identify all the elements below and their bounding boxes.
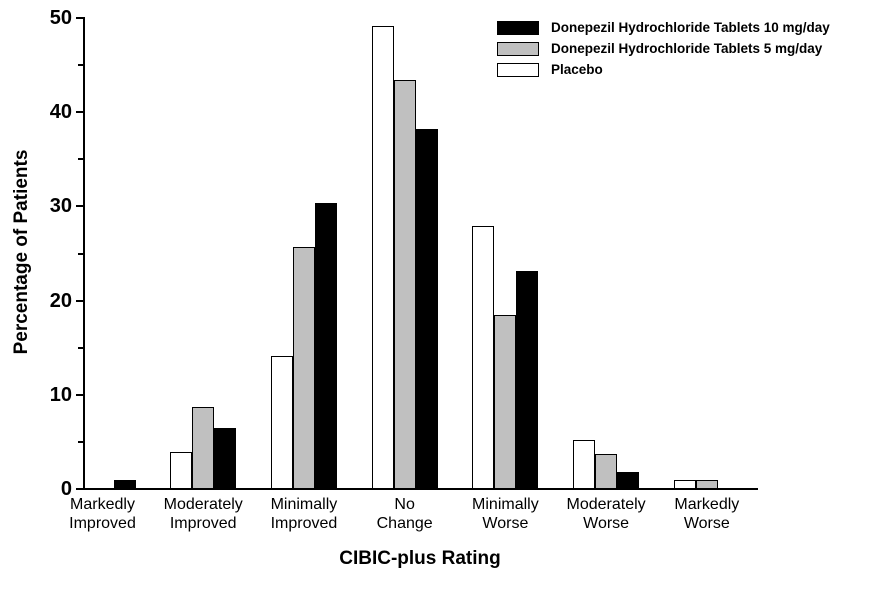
y-tick-label: 40 <box>49 101 72 123</box>
y-tick-label: 20 <box>49 290 72 312</box>
y-tick-label: 10 <box>49 384 72 406</box>
x-category-label: Markedly Worse <box>674 496 740 532</box>
y-minor-tick <box>78 441 83 443</box>
x-category-label: Moderately Improved <box>163 496 243 532</box>
bar-donepezil-5mg <box>393 80 416 490</box>
x-axis-title: CIBIC-plus Rating <box>339 548 501 569</box>
y-major-tick <box>76 300 83 302</box>
y-major-tick <box>76 205 83 207</box>
y-minor-tick <box>78 347 83 349</box>
bar-placebo <box>270 356 293 490</box>
legend-label: Donepezil Hydrochloride Tablets 5 mg/day <box>551 41 823 56</box>
bar-donepezil-10mg <box>415 129 438 490</box>
x-category-label: Markedly Improved <box>69 496 136 532</box>
y-tick-label: 0 <box>60 478 72 500</box>
legend-swatch <box>497 41 539 56</box>
bar-placebo <box>573 440 596 490</box>
y-tick-label: 30 <box>49 195 72 217</box>
y-tick-label: 50 <box>49 7 72 29</box>
legend-item: Donepezil Hydrochloride Tablets 10 mg/da… <box>497 17 830 38</box>
bar-donepezil-5mg <box>494 315 517 490</box>
x-category-label: Moderately Worse <box>566 496 646 532</box>
y-axis-title: Percentage of Patients <box>11 149 32 355</box>
x-axis-line <box>83 488 758 490</box>
legend: Donepezil Hydrochloride Tablets 10 mg/da… <box>497 17 830 80</box>
x-category-label: No Change <box>376 496 433 532</box>
bar-donepezil-5mg <box>595 454 618 490</box>
y-major-tick <box>76 111 83 113</box>
legend-item: Donepezil Hydrochloride Tablets 5 mg/day <box>497 38 830 59</box>
legend-item: Placebo <box>497 59 830 80</box>
x-category-label: Minimally Worse <box>472 496 539 532</box>
y-major-tick <box>76 17 83 19</box>
y-axis-line <box>83 17 85 490</box>
bar-donepezil-10mg <box>214 428 237 490</box>
legend-label: Placebo <box>551 62 603 77</box>
bar-placebo <box>170 452 193 490</box>
bar-placebo <box>371 26 394 490</box>
y-major-tick <box>76 394 83 396</box>
x-category-label: Minimally Improved <box>270 496 338 532</box>
bar-donepezil-5mg <box>292 247 315 490</box>
legend-swatch <box>497 20 539 35</box>
y-minor-tick <box>78 64 83 66</box>
legend-label: Donepezil Hydrochloride Tablets 10 mg/da… <box>551 20 830 35</box>
bar-placebo <box>472 226 495 490</box>
y-minor-tick <box>78 158 83 160</box>
bar-donepezil-10mg <box>516 271 539 490</box>
bar-donepezil-10mg <box>314 203 337 490</box>
legend-swatch <box>497 62 539 77</box>
y-minor-tick <box>78 253 83 255</box>
y-major-tick <box>76 488 83 490</box>
bar-donepezil-5mg <box>192 407 215 490</box>
